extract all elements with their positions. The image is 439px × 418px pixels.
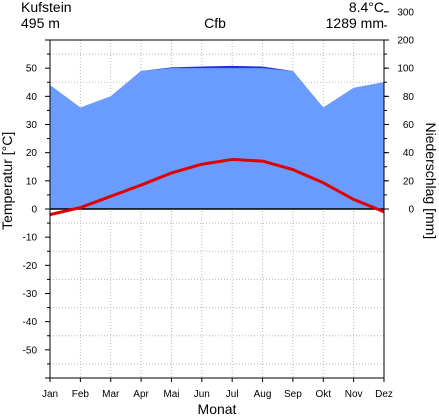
month-tick-label: Feb	[72, 389, 90, 400]
station-elevation: 495 m	[21, 15, 60, 31]
temperature-tick-label: -40	[23, 317, 38, 328]
station-name: Kufstein	[21, 0, 72, 15]
precipitation-area-base	[50, 159, 384, 209]
month-axis: Jan Feb Mar Apr Mai Jun Jul Aug Sep Okt Nov Dez	[42, 378, 393, 400]
month-tick-label: Jul	[226, 389, 239, 400]
temperature-tick-label: -30	[23, 289, 38, 300]
annual-precipitation: 1289 mm	[326, 15, 384, 31]
temperature-axis: -50 -40 -30 -20 -10 0 10 20 30 40 50	[23, 39, 50, 379]
precipitation-tick-label: 100	[397, 64, 414, 75]
temperature-tick-label: 10	[26, 176, 38, 187]
climate-class: Cfb	[204, 15, 226, 31]
month-tick-label: Sep	[284, 389, 302, 400]
temperature-line-path	[49, 157, 385, 217]
temperature-tick-label: -50	[23, 345, 38, 356]
temperature-tick-label: 30	[26, 120, 38, 131]
month-tick-label: Apr	[133, 389, 149, 400]
precipitation-tick-label: 40	[403, 148, 415, 159]
month-tick-label: Mai	[163, 389, 179, 400]
mean-temperature: 8.4°C	[349, 0, 384, 15]
temperature-tick-label: 0	[31, 205, 37, 216]
month-tick-label: Jun	[194, 389, 210, 400]
month-tick-label: Mar	[102, 389, 120, 400]
precipitation-axis: 020406080100200300400500600700800900	[384, 7, 415, 216]
precipitation-tick-label: 300	[397, 7, 414, 18]
y-axis-label-right: Niederschlag [mm]	[423, 122, 439, 239]
precipitation-tick-label: 60	[403, 120, 415, 131]
temperature-tick-label: -20	[23, 261, 38, 272]
temperature-tick-label: 20	[26, 148, 38, 159]
month-tick-label: Nov	[345, 389, 363, 400]
month-tick-label: Aug	[254, 389, 272, 400]
temperature-tick-label: 50	[26, 64, 38, 75]
x-axis-label: Monat	[198, 401, 237, 417]
precipitation-tick-label: 0	[408, 205, 414, 216]
temperature-tick-label: -10	[23, 233, 38, 244]
precipitation-tick-label: 200	[397, 36, 414, 47]
month-tick-label: Jan	[42, 389, 58, 400]
month-tick-label: Okt	[315, 389, 331, 400]
precipitation-tick-label: 20	[403, 176, 415, 187]
temperature-line	[49, 157, 385, 217]
y-axis-label-left: Temperatur [°C]	[0, 132, 15, 230]
precipitation-tick-label: 80	[403, 92, 415, 103]
temperature-tick-label: 40	[26, 92, 38, 103]
month-tick-label: Dez	[375, 389, 393, 400]
